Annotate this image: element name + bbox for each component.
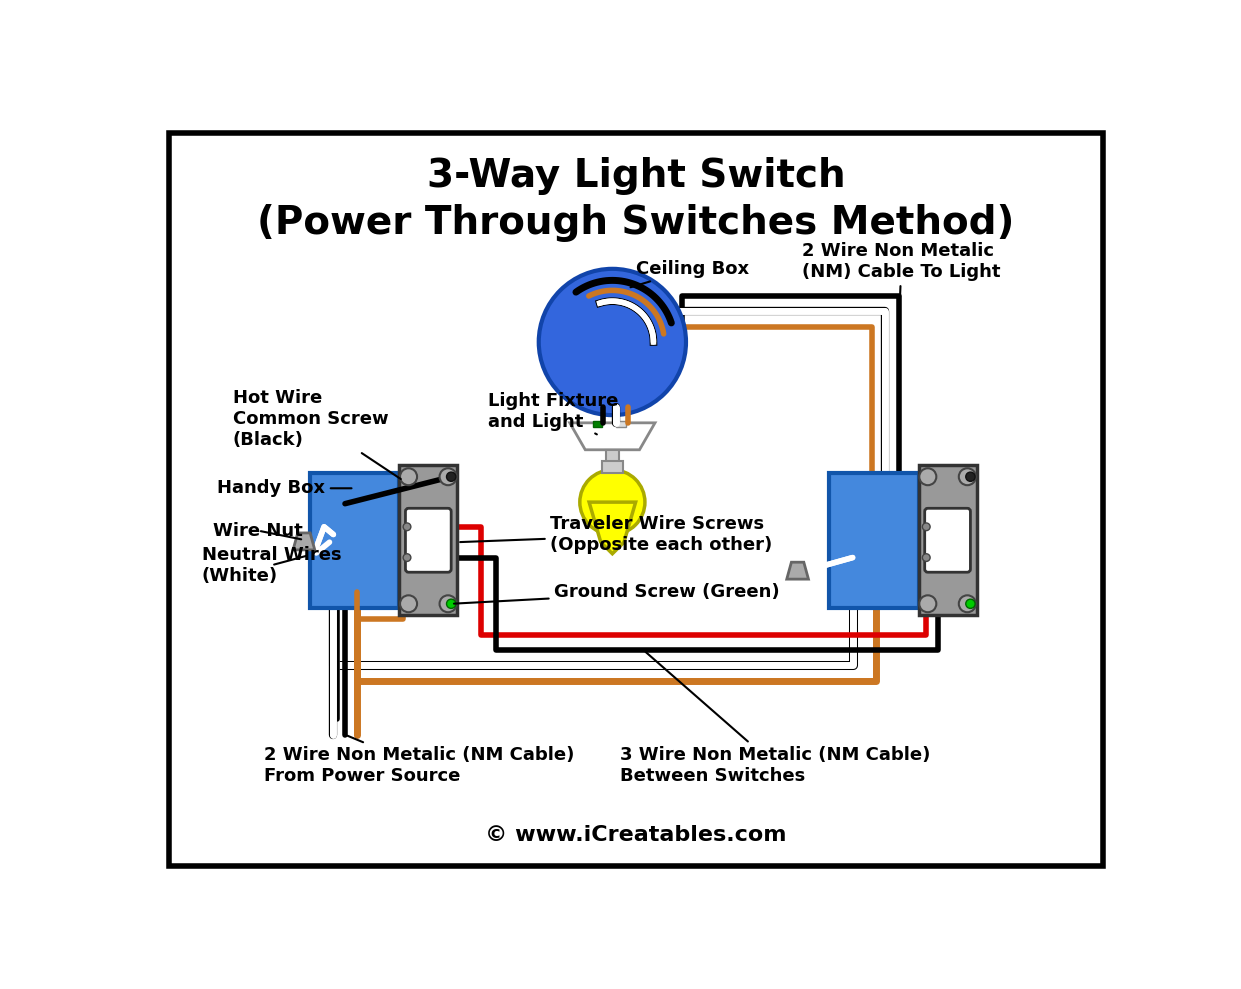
Bar: [400, 465, 458, 615]
Bar: [602, 461, 623, 473]
Text: 3-Way Light Switch: 3-Way Light Switch: [427, 157, 845, 196]
Circle shape: [400, 595, 417, 612]
Text: © www.iCreatables.com: © www.iCreatables.com: [485, 825, 787, 845]
FancyBboxPatch shape: [925, 508, 970, 573]
Text: Ground Screw (Green): Ground Screw (Green): [454, 584, 779, 603]
Text: 2 Wire Non Metalic (NM Cable)
From Power Source: 2 Wire Non Metalic (NM Cable) From Power…: [263, 736, 575, 785]
Polygon shape: [787, 562, 808, 580]
Text: Hot Wire
Common Screw
(Black): Hot Wire Common Screw (Black): [232, 390, 401, 479]
Polygon shape: [570, 423, 655, 450]
Circle shape: [922, 523, 930, 531]
Text: Light Fixture
and Light: Light Fixture and Light: [489, 392, 619, 434]
Circle shape: [580, 470, 645, 534]
Text: Ceiling Box: Ceiling Box: [630, 260, 748, 287]
Circle shape: [920, 468, 936, 486]
Text: 3 Wire Non Metalic (NM Cable)
Between Switches: 3 Wire Non Metalic (NM Cable) Between Sw…: [620, 652, 931, 785]
Circle shape: [403, 554, 411, 562]
Bar: [593, 421, 602, 427]
Text: Wire Nut: Wire Nut: [213, 521, 303, 540]
Text: Neutral Wires
(White): Neutral Wires (White): [201, 546, 341, 584]
Circle shape: [965, 472, 975, 482]
Circle shape: [922, 554, 930, 562]
Circle shape: [959, 468, 975, 486]
Circle shape: [400, 468, 417, 486]
Bar: [617, 421, 625, 427]
FancyBboxPatch shape: [406, 508, 452, 573]
Bar: [918, 465, 977, 615]
Circle shape: [959, 595, 975, 612]
Text: Handy Box: Handy Box: [217, 480, 351, 497]
Text: Traveler Wire Screws
(Opposite each other): Traveler Wire Screws (Opposite each othe…: [460, 515, 773, 554]
Polygon shape: [589, 502, 635, 554]
Circle shape: [920, 595, 936, 612]
Circle shape: [539, 269, 686, 415]
Circle shape: [965, 599, 975, 608]
Text: (Power Through Switches Method): (Power Through Switches Method): [257, 204, 1015, 241]
Circle shape: [447, 599, 455, 608]
Bar: [310, 473, 400, 607]
Circle shape: [447, 472, 455, 482]
Bar: [829, 473, 918, 607]
Circle shape: [403, 523, 411, 531]
Circle shape: [439, 468, 457, 486]
Polygon shape: [293, 533, 315, 550]
Bar: [606, 450, 618, 465]
Text: 2 Wire Non Metalic
(NM) Cable To Light: 2 Wire Non Metalic (NM) Cable To Light: [802, 241, 1000, 316]
Circle shape: [439, 595, 457, 612]
